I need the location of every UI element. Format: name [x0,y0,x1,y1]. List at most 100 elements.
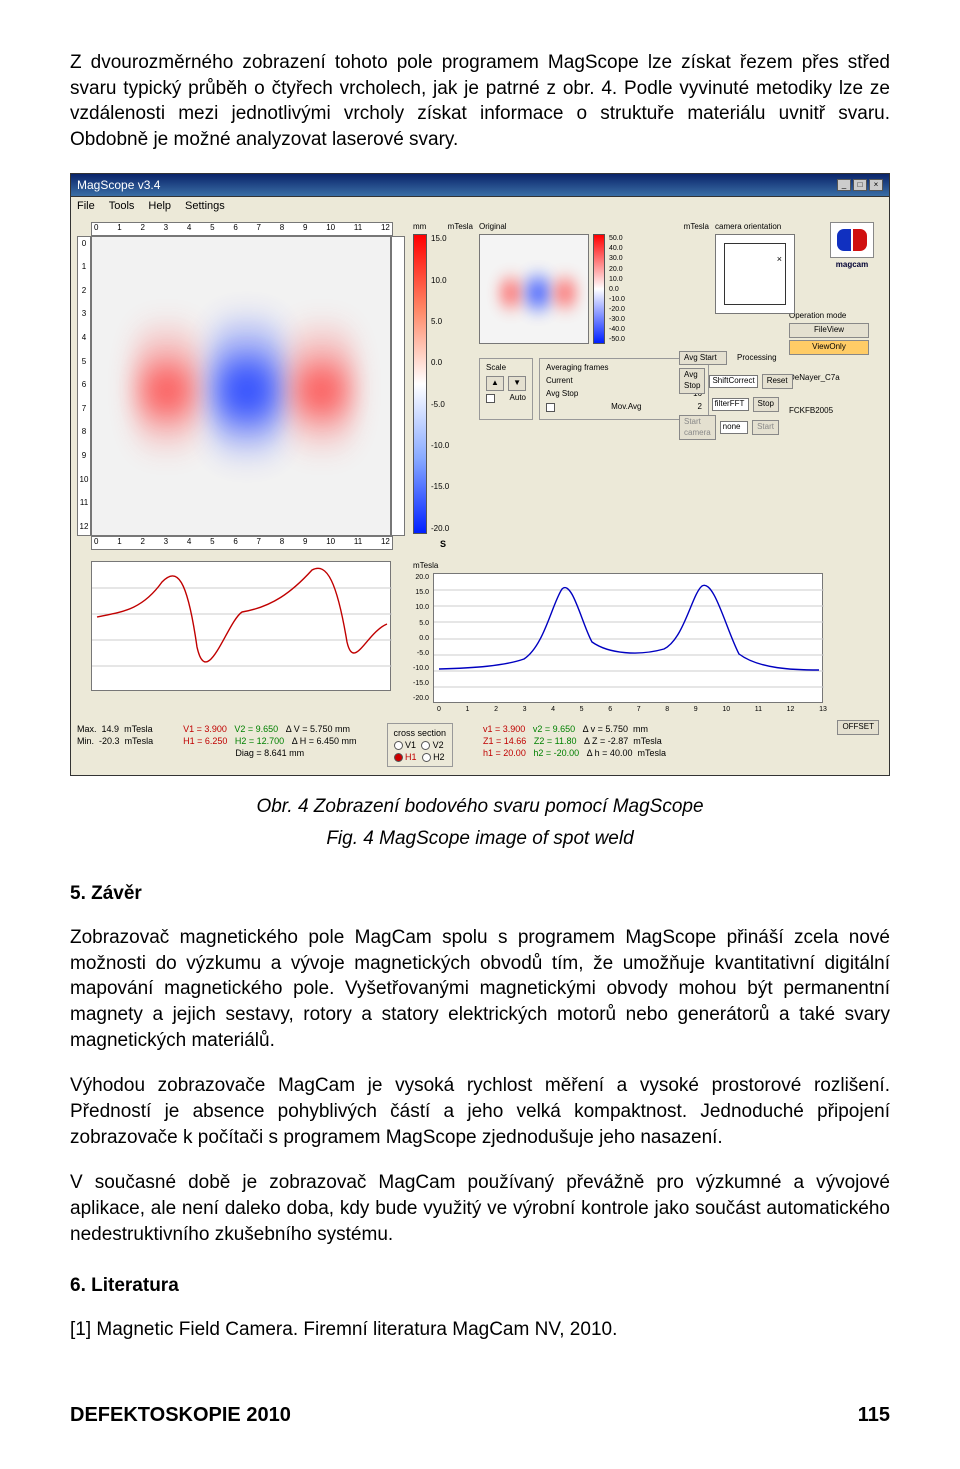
s-label: S [413,538,473,550]
start-button[interactable]: Start [752,420,779,435]
original-unit: mTesla [684,222,709,233]
h2-radio[interactable] [422,753,431,762]
section-5-p1: Zobrazovač magnetického pole MagCam spol… [70,925,890,1053]
unit-mm: mm [413,222,426,233]
min-val: -20.3 [99,736,120,746]
avgstop-button[interactable]: Avg Stop [679,368,705,394]
dz-readout: Δ Z = -2.87 [584,736,628,746]
v2-radio[interactable] [421,741,430,750]
window-title: MagScope v3.4 [77,177,160,193]
window-buttons: _ □ × [837,179,883,191]
cross-section-selector: cross section V1 V2 H1 H2 [387,723,454,767]
graph1-wrap [77,561,407,715]
scale-label: Scale [486,363,526,374]
v2b-readout: v2 = 9.650 [533,724,575,734]
footer-left: DEFEKTOSKOPIE 2010 [70,1402,291,1429]
ruler-right [391,236,405,536]
diag-readout: Diag = 8.641 mm [183,747,356,759]
h2b-readout: h2 = -20.00 [533,748,579,758]
graph2-unit: mTesla [413,561,827,572]
min-label: Min. [77,736,94,746]
denayer-label: DeNayer_C7a [789,373,879,384]
viewonly-button[interactable]: ViewOnly [789,340,869,355]
profile-graph [433,573,823,703]
filterfft-dropdown[interactable]: filterFFT [712,398,749,411]
app-body: magcam Operation mode FileView ViewOnly … [70,216,890,777]
avg-current-label: Current [546,376,573,387]
unit-mtesla: mTesla [448,222,473,233]
v1b-readout: v1 = 3.900 [483,724,525,734]
max-label: Max. [77,724,97,734]
scale-panel: Scale ▲ ▼ Auto [479,358,533,419]
none-dropdown[interactable]: none [720,421,748,434]
fileview-button[interactable]: FileView [789,323,869,338]
close-icon[interactable]: × [869,179,883,191]
readout-left: Max. 14.9 mTesla Min. -20.3 mTesla [77,723,153,767]
main-colorbar [413,234,427,534]
cs-title: cross section [394,727,447,739]
h2-readout: H2 = 12.700 [235,736,284,746]
processing-panel: Avg Start Processing Avg Stop ShiftCorre… [679,348,779,444]
menu-file[interactable]: File [77,199,95,214]
h1-radio[interactable] [394,753,403,762]
original-image [479,234,589,344]
shiftcorrect-dropdown[interactable]: ShiftCorrect [709,375,757,388]
original-colorbar [593,234,605,344]
ruler-left: 0123456789101112 [77,236,91,536]
stop-button[interactable]: Stop [753,397,779,412]
magscope-screenshot: MagScope v3.4 _ □ × File Tools Help Sett… [70,173,890,777]
figure-caption-cz: Obr. 4 Zobrazení bodového svaru pomocí M… [70,794,890,820]
menu-tools[interactable]: Tools [109,199,135,214]
dh-readout: Δ H = 6.450 mm [292,736,357,746]
dvb-readout: Δ v = 5.750 [583,724,628,734]
graph2-yticks: 20.015.010.05.00.0-5.0-10.0-15.0-20.0 [413,573,429,703]
processing-label: Processing [737,353,777,364]
avgstart-button[interactable]: Avg Start [679,351,727,366]
offset-button[interactable]: OFFSET [837,720,879,735]
colorbar-panel: mm mTesla 15.010.05.00.0-5.0-10.0-15.0-2… [413,222,473,551]
minimize-icon[interactable]: _ [837,179,851,191]
scale-down-button[interactable]: ▼ [508,376,526,391]
menu-bar: File Tools Help Settings [70,197,890,216]
h1b-readout: h1 = 20.00 [483,748,526,758]
auto-checkbox[interactable] [486,394,495,403]
maximize-icon[interactable]: □ [853,179,867,191]
movavg-checkbox[interactable] [546,403,555,412]
cross-section-graph [91,561,391,691]
reset-button[interactable]: Reset [762,374,793,389]
scale-up-button[interactable]: ▲ [486,376,504,391]
main-heatmap-panel: 0123456789101112 0123456789101112 012345… [77,222,407,551]
auto-label: Auto [510,393,526,404]
dhb-readout: Δ h = 40.00 [587,748,633,758]
original-label: Original [479,222,507,233]
camera-x-icon: × [777,253,782,265]
original-colorbar-labels: 50.040.030.020.010.00.0-10.0-20.0-30.0-4… [609,234,625,344]
opmode-label: Operation mode [789,311,879,322]
h1-readout: H1 = 6.250 [183,736,227,746]
figure-caption-en: Fig. 4 MagScope image of spot weld [70,826,890,852]
colorbar-labels: 15.010.05.00.0-5.0-10.0-15.0-20.0 [431,234,449,534]
intro-paragraph: Z dvourozměrného zobrazení tohoto pole p… [70,50,890,153]
menu-help[interactable]: Help [148,199,171,214]
menu-settings[interactable]: Settings [185,199,225,214]
section-6-heading: 6. Literatura [70,1273,890,1299]
v1-readout: V1 = 3.900 [183,724,227,734]
window-titlebar: MagScope v3.4 _ □ × [70,173,890,197]
v1-radio[interactable] [394,741,403,750]
max-val: 14.9 [102,724,120,734]
graph2-xticks: 012345678910111213 [437,705,827,714]
readout-vh: V1 = 3.900 V2 = 9.650 Δ V = 5.750 mm H1 … [183,723,356,767]
section-5-p3: V současné době je zobrazovač MagCam pou… [70,1170,890,1247]
readout-right: v1 = 3.900 v2 = 9.650 Δ v = 5.750 mm Z1 … [483,723,666,767]
heatmap-image [91,236,391,536]
camera-orient-box: × [715,234,795,314]
operation-mode-panel: Operation mode FileView ViewOnly DeNayer… [789,311,879,417]
magcam-logo: magcam [825,222,879,271]
reference-1: [1] Magnetic Field Camera. Firemní liter… [70,1317,890,1343]
original-panel: Original mTesla 50.040.030.020.010.00.0-… [479,222,709,551]
ruler-top: 0123456789101112 [91,222,393,236]
movavg-label: Mov.Avg [611,402,641,413]
startcam-button[interactable]: Start camera [679,415,716,441]
footer-page: 115 [858,1402,890,1429]
ruler-bottom: 0123456789101112 [91,536,393,550]
